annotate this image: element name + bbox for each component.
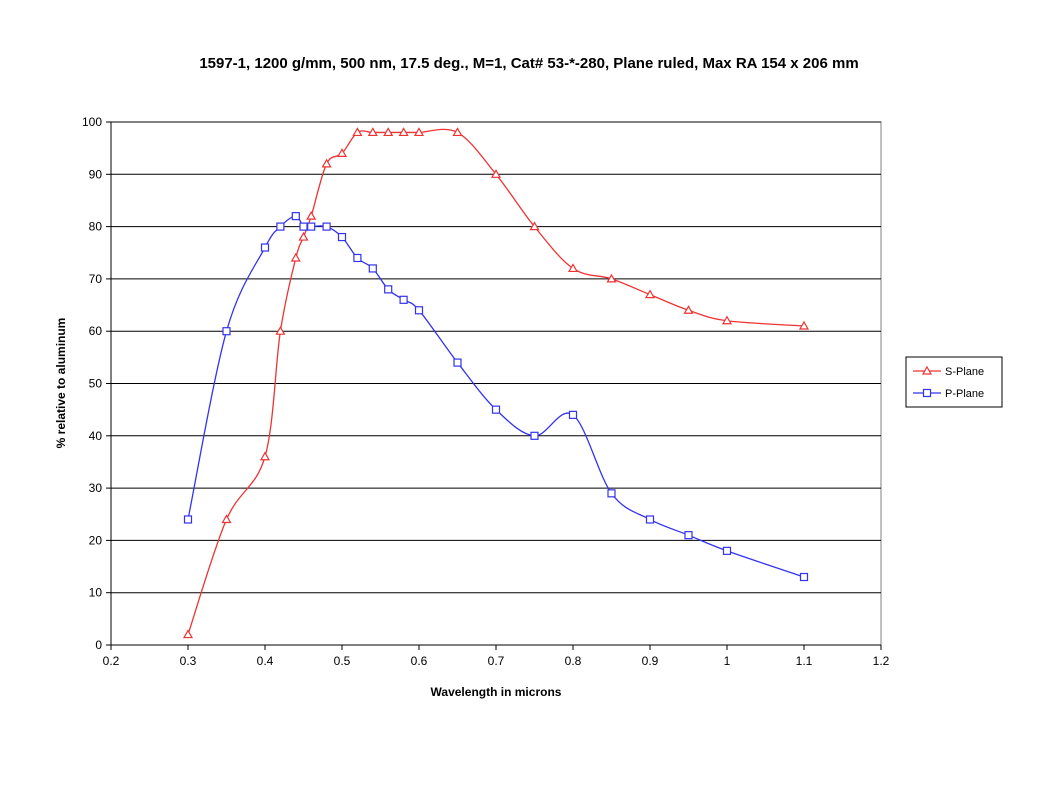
- y-tick-label: 10: [89, 586, 103, 600]
- data-point-p-plane: [337, 232, 347, 242]
- data-point-p-plane: [384, 285, 393, 294]
- data-point-p-plane: [568, 410, 578, 419]
- data-point-p-plane: [291, 212, 300, 221]
- data-point-s-plane: [321, 158, 332, 168]
- data-point-p-plane: [276, 222, 285, 231]
- legend-s-plane-label: S-Plane: [945, 366, 984, 378]
- x-tick-label: 0.3: [180, 654, 197, 668]
- series: [182, 127, 810, 639]
- data-point-s-plane: [352, 127, 363, 137]
- data-point-p-plane: [299, 222, 308, 231]
- data-point-p-plane: [414, 306, 424, 315]
- data-point-s-plane: [606, 273, 617, 283]
- data-point-s-plane: [259, 451, 271, 461]
- data-point-p-plane: [183, 515, 193, 524]
- x-axis-title: Wavelength in microns: [431, 685, 562, 699]
- data-point-p-plane: [368, 264, 377, 273]
- data-point-s-plane: [490, 169, 502, 178]
- y-tick-label: 40: [89, 429, 103, 443]
- y-tick-label: 50: [89, 377, 103, 391]
- data-point-s-plane: [182, 629, 194, 639]
- data-point-s-plane: [306, 210, 317, 220]
- data-point-s-plane: [413, 127, 425, 137]
- x-tick-label: 0.2: [103, 654, 120, 668]
- data-point-p-plane: [530, 431, 539, 440]
- data-point-s-plane: [383, 127, 394, 137]
- data-point-s-plane: [798, 320, 810, 330]
- data-point-s-plane: [529, 221, 540, 231]
- x-tick-label: 0.6: [411, 654, 428, 668]
- data-point-p-plane: [722, 546, 732, 555]
- data-point-s-plane: [298, 231, 309, 241]
- legend: S-Plane P-Plane: [905, 356, 1003, 408]
- y-tick-label: 0: [95, 638, 102, 652]
- y-tick-label: 70: [89, 272, 103, 286]
- data-point-s-plane: [367, 127, 378, 137]
- y-tick-label: 30: [89, 481, 103, 495]
- data-point-p-plane: [322, 222, 331, 231]
- data-point-s-plane: [336, 148, 348, 157]
- y-tick-label: 100: [82, 115, 102, 129]
- legend-s-plane-marker: [921, 365, 933, 375]
- data-point-p-plane: [607, 489, 616, 498]
- data-point-s-plane: [290, 252, 301, 262]
- grid-lines: [111, 121, 881, 594]
- data-point-s-plane: [398, 127, 409, 137]
- data-point-p-plane: [222, 327, 231, 336]
- x-tick-label: 0.8: [565, 654, 582, 668]
- x-tick-label: 1.2: [873, 654, 890, 668]
- data-point-p-plane: [684, 531, 693, 540]
- data-point-p-plane: [353, 253, 362, 263]
- data-point-s-plane: [721, 315, 733, 325]
- y-tick-label: 20: [89, 533, 103, 547]
- data-point-p-plane: [799, 572, 809, 582]
- y-axis-title: % relative to aluminum: [54, 318, 68, 449]
- x-tick-label: 1.1: [796, 654, 813, 668]
- x-tick-label: 0.7: [488, 654, 505, 668]
- data-point-s-plane: [644, 289, 656, 299]
- data-point-s-plane: [221, 514, 232, 524]
- legend-box: [905, 356, 1003, 408]
- x-tick-label: 0.5: [334, 654, 351, 668]
- x-tick-label: 1: [724, 654, 731, 668]
- chart-title: 1597-1, 1200 g/mm, 500 nm, 17.5 deg., M=…: [199, 55, 859, 72]
- tick-labels: 0 10 20 30 40 50 60 70 80 90 100 0.2 0.3 0.4 0.5 0.6 0.7…: [82, 115, 890, 668]
- legend-p-plane-label: P-Plane: [945, 388, 984, 400]
- data-point-s-plane: [452, 127, 463, 137]
- y-tick-label: 60: [89, 324, 103, 338]
- data-point-p-plane: [453, 358, 462, 367]
- y-tick-label: 80: [89, 220, 103, 234]
- y-tick-label: 90: [89, 167, 103, 181]
- data-point-p-plane: [260, 243, 270, 252]
- data-point-p-plane: [645, 515, 655, 524]
- x-tick-label: 0.9: [642, 654, 659, 668]
- data-point-s-plane: [275, 325, 286, 335]
- data-point-s-plane: [567, 263, 579, 273]
- data-point-p-plane: [491, 405, 501, 414]
- data-point-s-plane: [683, 305, 694, 314]
- x-tick-label: 0.4: [257, 654, 274, 668]
- data-point-p-plane: [399, 295, 408, 304]
- legend-p-plane-marker: [922, 388, 932, 398]
- axes: [106, 121, 882, 650]
- data-point-p-plane: [307, 222, 316, 231]
